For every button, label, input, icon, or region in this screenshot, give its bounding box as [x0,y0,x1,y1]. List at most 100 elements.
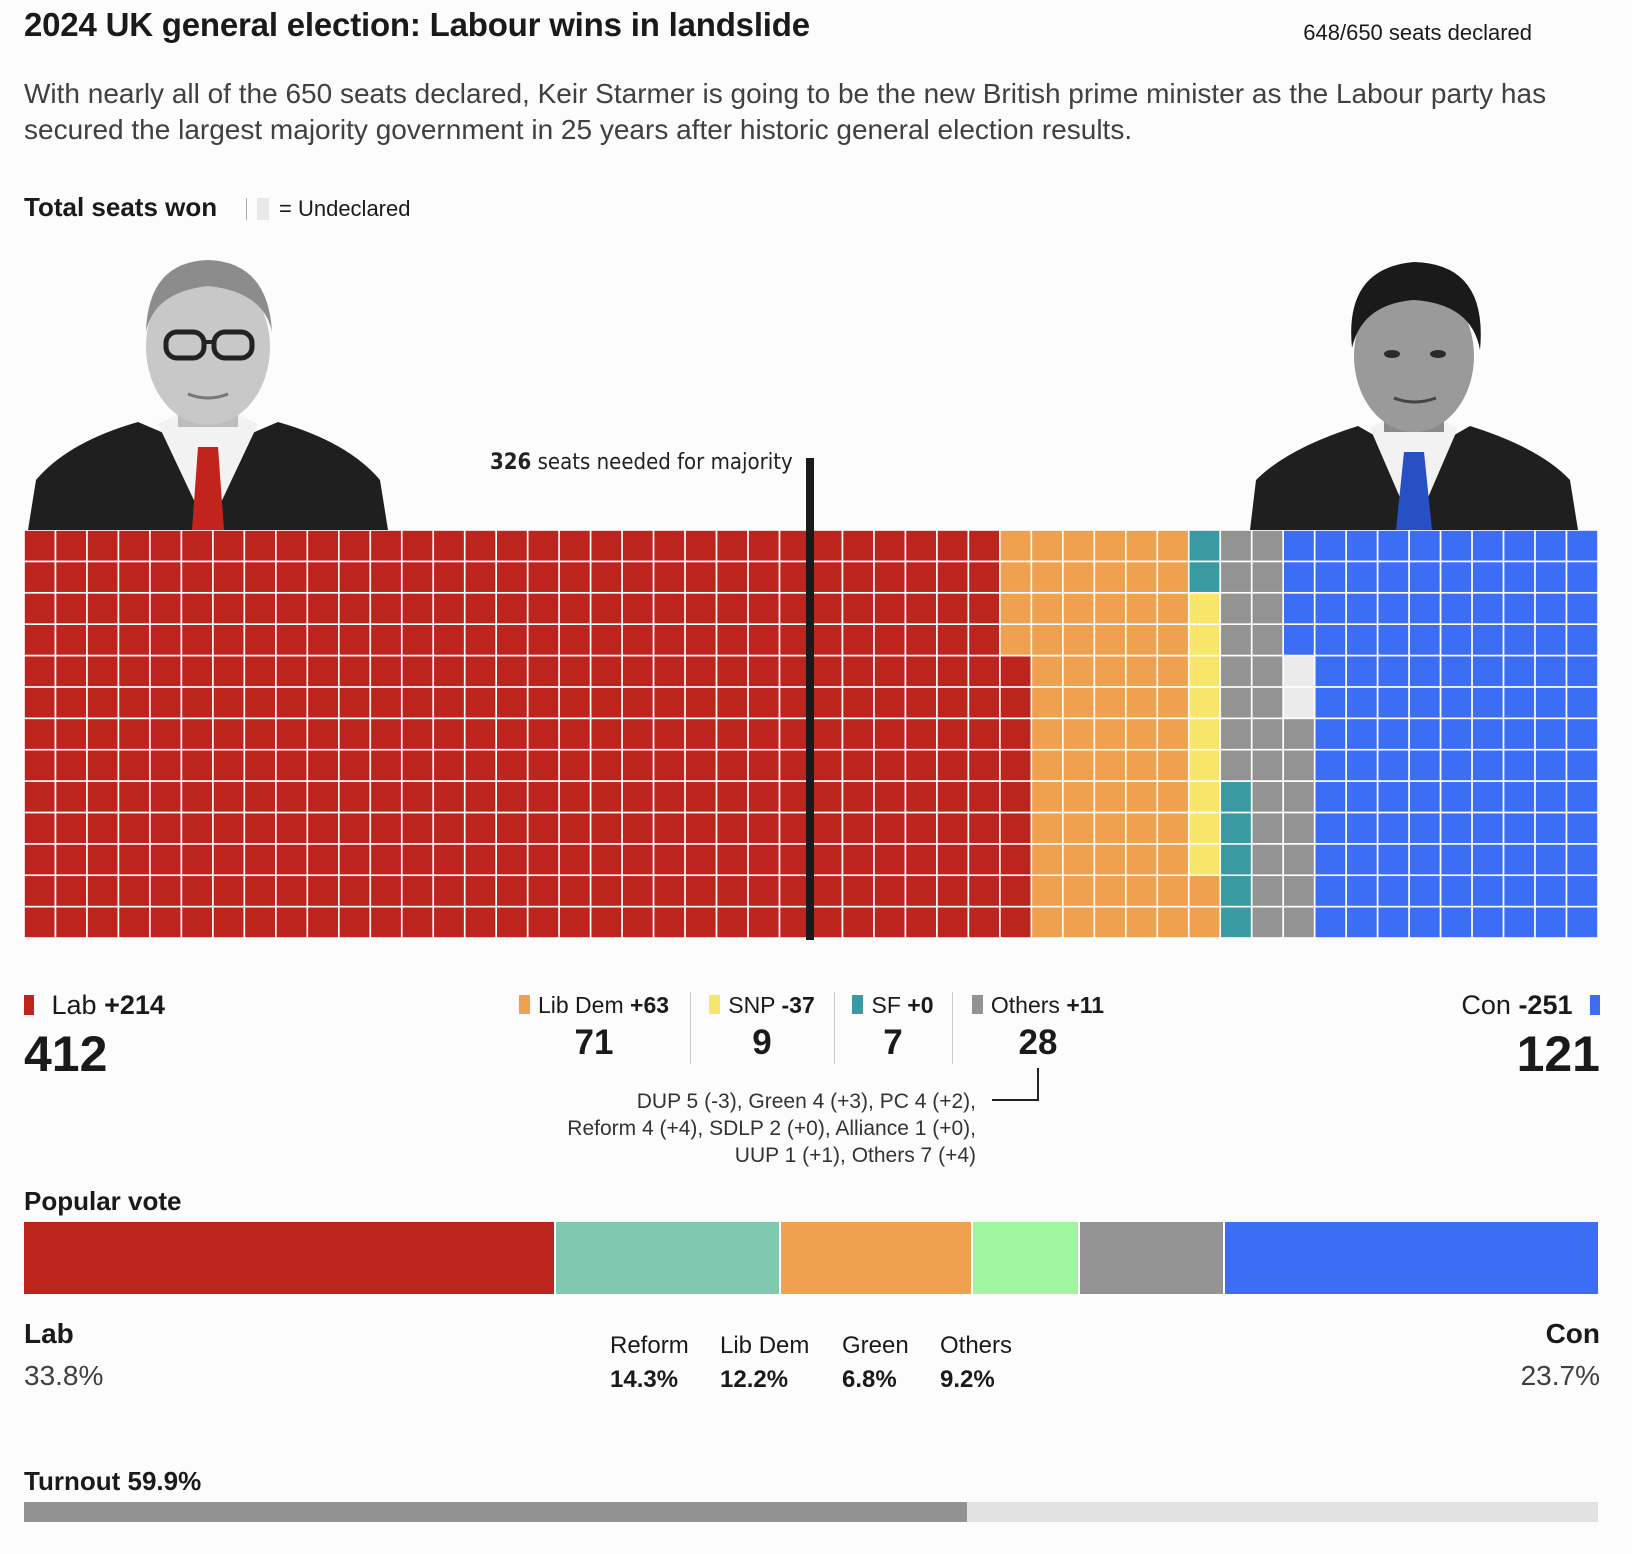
seat-con [1439,591,1473,625]
seat-lab [873,780,907,814]
seat-snp [1187,623,1222,657]
seat-libdem [1093,748,1127,782]
seat-lab [24,530,57,563]
seat-con [1502,654,1536,688]
seat-con [1439,686,1473,720]
seat-lab [778,811,812,845]
seat-con [1282,560,1316,594]
seat-lab [589,654,623,688]
seat-lab [936,874,970,908]
seat-libdem [999,591,1033,625]
seat-lab [558,905,592,938]
sunak-portrait [1250,262,1578,530]
seat-snp [1187,654,1222,688]
seat-con [1376,811,1410,845]
seat-con [1534,623,1568,657]
con-seats: 121 [1516,1026,1600,1082]
seat-lab [936,623,970,657]
seat-libdem [1030,717,1064,751]
seat-lab [526,560,560,594]
seat-lab [306,874,340,908]
seat-lab [212,530,246,563]
seat-lab [306,654,340,688]
seat-con [1565,654,1598,688]
seat-lab [212,623,246,657]
seat-lab [747,686,781,720]
con-change: -251 [1518,990,1573,1020]
seat-lab [715,591,749,625]
seat-lab [54,560,88,594]
seat-lab [684,874,718,908]
seat-lab [652,748,686,782]
seat-lab [54,686,88,720]
seat-con [1408,560,1442,594]
seat-lab [810,591,844,625]
seat-lab [526,686,560,720]
seat-lab [589,905,623,938]
seat-lab [558,654,592,688]
seat-lab [841,591,875,625]
seat-others [1250,811,1284,845]
seat-lab [526,591,560,625]
seat-lab [54,717,88,751]
lab-seats: 412 [24,1026,108,1082]
seat-lab [526,717,560,751]
seat-lab [684,843,718,877]
seat-con [1345,560,1379,594]
seat-libdem [1125,843,1159,877]
seat-lab [652,874,686,908]
seat-lab [621,717,655,751]
seat-lab [306,560,340,594]
seat-con [1376,717,1410,751]
pv-libdem: Lib Dem 12.2% [720,1332,809,1394]
seat-con [1534,654,1568,688]
seat-undeclared [1282,686,1316,720]
seat-libdem [1125,874,1159,908]
seat-lab [558,874,592,908]
seat-lab [621,591,655,625]
seat-con [1439,748,1473,782]
seat-con [1376,874,1410,908]
seat-lab [526,811,560,845]
seat-lab [400,717,435,751]
seat-snp [1187,717,1222,751]
seat-con [1282,591,1316,625]
seat-lab [526,623,560,657]
seat-lab [337,843,372,877]
seat-lab [652,686,686,720]
seat-lab [652,843,686,877]
seat-con [1471,560,1505,594]
seat-lab [495,780,529,814]
seat-lab [778,623,812,657]
seat-lab [495,905,529,938]
seat-lab [432,530,466,563]
seat-lab [841,874,875,908]
seat-lab [526,780,560,814]
seat-libdem [1062,780,1096,814]
seat-lab [936,654,970,688]
seat-con [1534,811,1568,845]
seat-con [1345,874,1379,908]
seat-con [1376,623,1410,657]
seat-others [1250,654,1284,688]
seat-libdem [1030,748,1064,782]
seat-con [1376,843,1410,877]
seat-lab [117,591,151,625]
seat-con [1345,905,1379,938]
seat-lab [180,623,214,657]
seat-lab [967,591,1001,625]
seat-lab [400,591,435,625]
seat-lab [86,874,120,908]
seat-con [1471,874,1505,908]
seat-con [1408,654,1442,688]
undeclared-swatch [257,198,269,220]
seat-lab [24,843,57,877]
seat-con [1471,843,1505,877]
seat-lab [841,780,875,814]
seat-con [1534,905,1568,938]
seat-lab [684,530,718,563]
pv-con-name: Con [1545,1318,1600,1349]
others-change: +11 [1066,992,1105,1018]
seat-lab [337,874,372,908]
seat-lab [936,530,970,563]
